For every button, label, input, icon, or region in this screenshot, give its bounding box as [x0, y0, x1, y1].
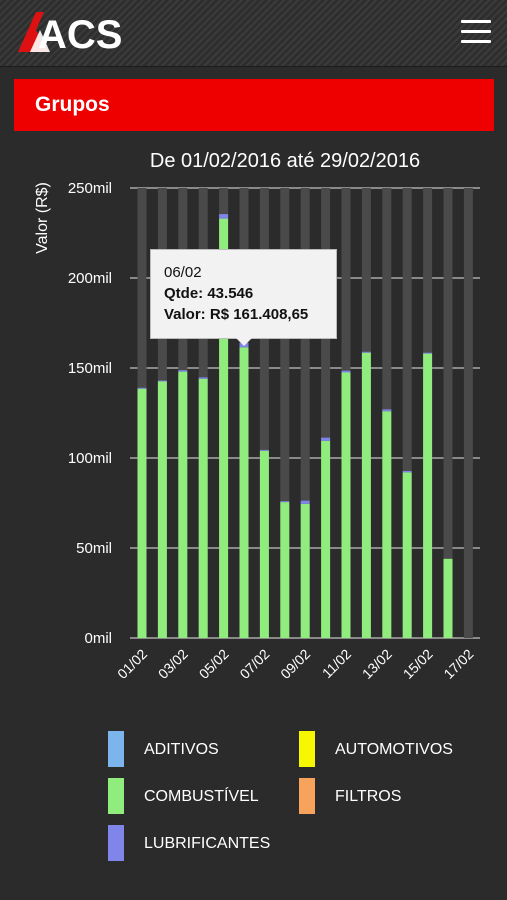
hamburger-menu-icon[interactable]: [461, 20, 491, 46]
x-tick-label: 07/02: [236, 646, 272, 682]
bar-segment-lubrificantes[interactable]: [423, 352, 433, 354]
stacked-bar-chart: 0mil 50mil 100mil 150mil 200mil 250mil Valor (…: [34, 180, 480, 682]
legend-label: FILTROS: [335, 788, 402, 805]
bar-track: [463, 188, 473, 638]
bar-segment-combustível[interactable]: [219, 218, 229, 638]
bar-segment-combustível[interactable]: [157, 381, 167, 639]
bar-segment-combustível[interactable]: [280, 502, 290, 638]
bar-track: [443, 188, 453, 638]
bar-segment-combustível[interactable]: [361, 352, 371, 638]
bar-segment-lubrificantes[interactable]: [341, 370, 351, 373]
bar-segment-combustível[interactable]: [382, 411, 392, 638]
legend-label: COMBUSTÍVEL: [144, 788, 259, 805]
legend-swatch: [299, 731, 315, 767]
legend-label: ADITIVOS: [144, 741, 219, 758]
section-header: Grupos: [14, 79, 494, 131]
bar-segment-lubrificantes[interactable]: [178, 370, 188, 372]
bar-segment-combustível[interactable]: [321, 440, 331, 638]
x-tick-label: 01/02: [114, 646, 150, 682]
y-tick-label: 150mil: [68, 360, 112, 377]
bar-segment-lubrificantes[interactable]: [137, 387, 147, 389]
tooltip-valor: Valor: R$ 161.408,65: [164, 306, 309, 323]
acs-logo: ACS: [18, 12, 122, 56]
bar-segment-combustível[interactable]: [341, 372, 351, 639]
bar-track: [402, 188, 412, 638]
bar-segment-combustível[interactable]: [300, 503, 310, 638]
legend-swatch: [108, 778, 124, 814]
y-tick-label: 100mil: [68, 450, 112, 467]
app-header: ACS: [0, 0, 507, 67]
legend-label: LUBRIFICANTES: [144, 835, 271, 852]
bar-segment-lubrificantes[interactable]: [321, 437, 331, 441]
logo-text: ACS: [38, 13, 122, 56]
x-tick-label: 09/02: [277, 646, 313, 682]
bar-segment-combustível[interactable]: [423, 353, 433, 638]
y-tick-label: 200mil: [68, 270, 112, 287]
bar-segment-combustível[interactable]: [443, 558, 453, 638]
bar-segment-lubrificantes[interactable]: [280, 501, 290, 503]
bar-segment-lubrificantes[interactable]: [361, 351, 371, 353]
bar-segment-combustível[interactable]: [239, 347, 249, 638]
x-tick-label: 11/02: [319, 646, 355, 682]
x-tick-label: 17/02: [440, 646, 476, 682]
bar-segment-lubrificantes[interactable]: [382, 409, 392, 412]
bar-track: [280, 188, 290, 638]
section-title: Grupos: [35, 93, 110, 116]
x-tick-label: 05/02: [196, 646, 232, 682]
x-tick-label: 03/02: [155, 646, 191, 682]
chart-title: De 01/02/2016 até 29/02/2016: [149, 150, 421, 172]
bar-segment-lubrificantes[interactable]: [219, 214, 229, 219]
y-tick-label: 250mil: [68, 180, 112, 197]
bar-segment-combustível[interactable]: [198, 378, 208, 638]
bar-segment-lubrificantes[interactable]: [198, 377, 208, 379]
y-tick-label: 0mil: [84, 630, 112, 647]
bar-segment-lubrificantes[interactable]: [259, 449, 269, 451]
legend-swatch: [299, 778, 315, 814]
legend-label: AUTOMOTIVOS: [335, 741, 453, 758]
bar-segment-lubrificantes[interactable]: [300, 500, 310, 504]
x-tick-label: 13/02: [359, 646, 395, 682]
legend-swatch: [108, 731, 124, 767]
tooltip-pointer: [236, 338, 252, 346]
y-tick-label: 50mil: [76, 540, 112, 557]
tooltip-qtde: Qtde: 43.546: [164, 285, 254, 302]
bar-segment-combustível[interactable]: [178, 371, 188, 638]
chart-tooltip: 06/02 Qtde: 43.546 Valor: R$ 161.408,65: [150, 249, 337, 339]
tooltip-date: 06/02: [164, 264, 202, 281]
legend-swatch: [108, 825, 124, 861]
y-axis-title: Valor (R$): [34, 182, 51, 254]
bar-track: [300, 188, 310, 638]
bar-segment-combustível[interactable]: [259, 450, 269, 638]
bar-track: [321, 188, 331, 638]
bar-track: [259, 188, 269, 638]
bar-segment-lubrificantes[interactable]: [402, 470, 412, 473]
bar-segment-combustível[interactable]: [402, 472, 412, 638]
bar-segment-lubrificantes[interactable]: [157, 380, 167, 382]
bar-segment-combustível[interactable]: [137, 388, 147, 638]
x-tick-label: 15/02: [400, 646, 436, 682]
